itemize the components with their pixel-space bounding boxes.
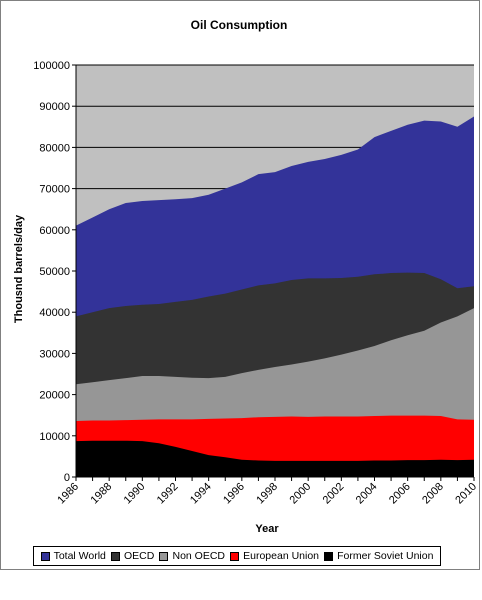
plot-area: 0 10000 20000 30000 40000 50000 60000 70000 8000… (33, 60, 479, 506)
y-tick-label: 60000 (39, 225, 70, 237)
legend-item: European Union (230, 550, 319, 562)
y-tick-label: 0 (64, 472, 70, 484)
legend: Total World OECD Non OECD European Union For… (33, 546, 441, 566)
x-tick-label: 2010 (453, 481, 479, 507)
x-tick-label: 1996 (221, 481, 247, 507)
chart-title: Oil Consumption (191, 18, 288, 32)
x-tick-label: 1992 (155, 481, 181, 507)
legend-label: Non OECD (172, 550, 225, 562)
legend-item: OECD (111, 550, 154, 562)
y-tick-label: 10000 (39, 431, 70, 443)
legend-swatch (40, 551, 50, 561)
y-tick-label: 100000 (33, 60, 70, 72)
y-tick-label: 30000 (39, 348, 70, 360)
x-tick-label: 2008 (420, 481, 446, 507)
legend-swatch (111, 551, 121, 561)
legend-swatch (324, 551, 334, 561)
x-tick-label: 2002 (321, 481, 347, 507)
x-axis-title: Year (255, 523, 279, 535)
chart-svg: Oil Consumption Year Thousnd barrels/day… (13, 18, 479, 535)
legend-item: Total World (40, 550, 106, 562)
y-tick-label: 80000 (39, 142, 70, 154)
legend-label: Total World (53, 550, 106, 562)
legend-swatch (230, 551, 240, 561)
legend-item: Non OECD (159, 550, 225, 562)
y-tick-label: 20000 (39, 390, 70, 402)
legend-item: Former Soviet Union (324, 550, 433, 562)
y-tick-label: 70000 (39, 184, 70, 196)
y-tick-label: 90000 (39, 101, 70, 113)
legend-label: OECD (124, 550, 155, 562)
legend-swatch (159, 551, 169, 561)
x-tick-label: 2000 (287, 481, 313, 507)
x-tick-label: 1988 (88, 481, 114, 507)
chart-frame: Oil Consumption Year Thousnd barrels/day… (0, 0, 480, 570)
x-tick-label: 1986 (55, 481, 81, 507)
x-tick-label: 1990 (122, 481, 148, 507)
x-tick-label: 2006 (387, 481, 413, 507)
legend-label: Former Soviet Union (337, 550, 434, 562)
y-axis-title: Thousnd barrels/day (13, 214, 25, 323)
x-tick-label: 1998 (254, 481, 280, 507)
series-area-former-soviet-union (76, 440, 474, 477)
y-tick-label: 50000 (39, 266, 70, 278)
y-tick-label: 40000 (39, 307, 70, 319)
x-tick-label: 2004 (354, 481, 380, 507)
legend-label: European Union (243, 550, 320, 562)
x-tick-label: 1994 (188, 481, 214, 507)
